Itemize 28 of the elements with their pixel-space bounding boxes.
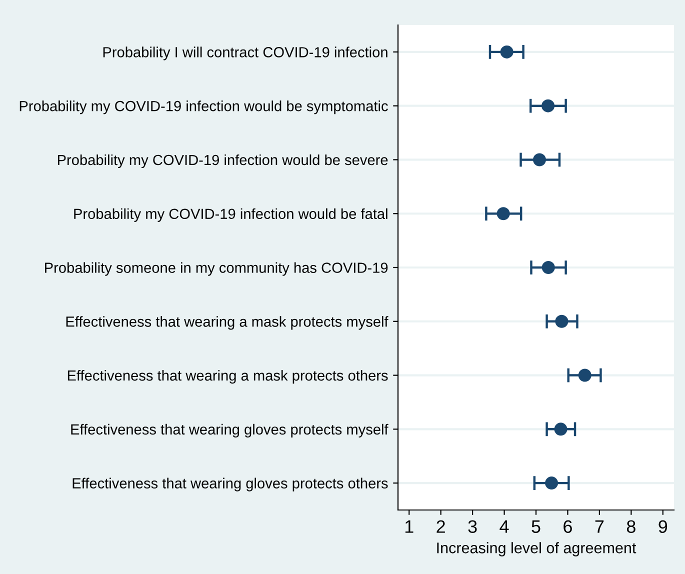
y-tick-label: Probability someone in my community has COVID-19 [45, 262, 388, 276]
x-tick-label: 2 [436, 520, 445, 533]
y-tick-label: Effectiveness that wearing gloves protects myself [71, 424, 388, 438]
x-tick-label: 6 [564, 520, 572, 533]
x-tick-label: 4 [500, 520, 509, 533]
point [545, 476, 558, 490]
y-tick-label: Effectiveness that wearing a mask protects others [68, 370, 388, 384]
y-tick-label: Probability I will contract COVID-19 infection [103, 46, 388, 60]
y-tick-label: Probability my COVID-19 infection would be severe [58, 154, 388, 168]
x-tick-label: 9 [658, 520, 668, 533]
point [578, 368, 592, 382]
x-tick-label: 3 [468, 520, 477, 533]
x-tick-label: 8 [626, 520, 636, 533]
x-tick-label: 7 [595, 520, 604, 533]
x-axis-title: Increasing level of agreement [437, 542, 636, 556]
x-tick-label: 5 [532, 520, 540, 533]
point [554, 422, 568, 436]
x-tick-label: 1 [405, 520, 414, 533]
point [532, 153, 546, 166]
y-tick-label: Effectiveness that wearing a mask protects myself [66, 316, 388, 330]
y-tick-label: Effectiveness that wearing gloves protects others [72, 478, 388, 492]
point [542, 99, 555, 112]
y-tick-label: Probability my COVID-19 infection would be fatal [74, 208, 388, 222]
point [542, 260, 555, 274]
y-tick-label: Probability my COVID-19 infection would be symptomatic [20, 100, 388, 114]
point [496, 207, 510, 220]
point [500, 45, 514, 58]
point [555, 314, 568, 328]
